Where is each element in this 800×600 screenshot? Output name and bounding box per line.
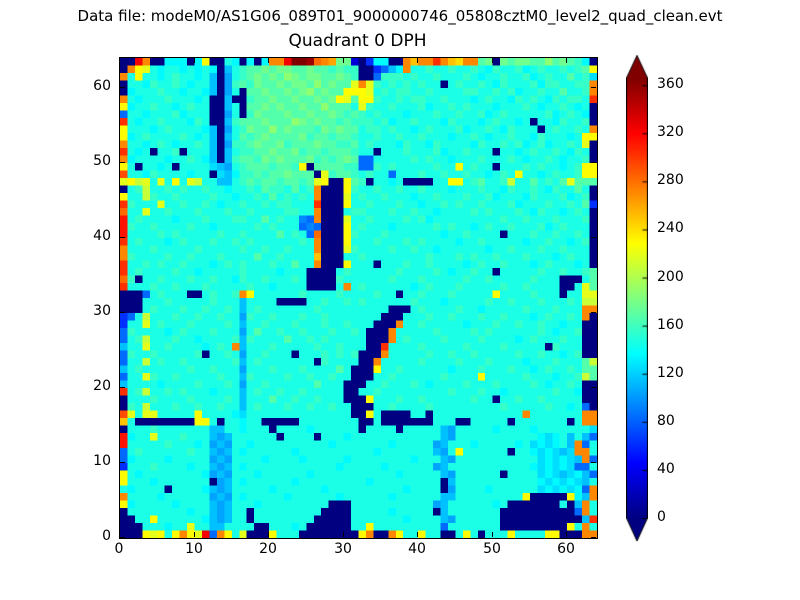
colorbar-tick-label: 80	[657, 412, 675, 429]
x-tick-label: 30	[334, 541, 352, 557]
y-tick-mark	[591, 537, 596, 538]
y-tick-mark	[591, 237, 596, 238]
colorbar-tick-label: 200	[657, 268, 684, 285]
x-tick-label: 10	[185, 541, 203, 557]
data-file-label: Data file: modeM0/AS1G06_089T01_90000007…	[77, 7, 723, 25]
heatmap-canvas	[120, 58, 597, 538]
x-tick-mark	[268, 58, 269, 63]
colorbar-tick-label: 320	[657, 124, 684, 141]
colorbar-tick-label: 0	[657, 509, 666, 525]
y-tick-mark	[120, 537, 125, 538]
x-tick-label: 40	[408, 541, 426, 557]
colorbar-tick-label: 120	[657, 364, 684, 381]
colorbar	[626, 55, 648, 545]
colorbar-tick-label: 160	[657, 316, 684, 333]
y-tick-mark	[591, 312, 596, 313]
x-tick-mark	[492, 532, 493, 537]
colorbar-tick-label: 280	[657, 172, 684, 189]
plot-area	[119, 57, 598, 539]
y-tick-label: 30	[93, 303, 111, 319]
y-tick-label: 50	[93, 153, 111, 169]
x-tick-mark	[492, 58, 493, 63]
y-tick-mark	[120, 462, 125, 463]
x-tick-mark	[343, 532, 344, 537]
plot-title: Quadrant 0 DPH	[288, 31, 427, 51]
y-tick-mark	[591, 162, 596, 163]
y-tick-label: 20	[93, 378, 111, 394]
x-tick-mark	[417, 532, 418, 537]
colorbar-tick-label: 240	[657, 220, 684, 237]
y-tick-label: 40	[93, 228, 111, 244]
y-tick-mark	[591, 87, 596, 88]
y-tick-mark	[120, 387, 125, 388]
x-tick-mark	[119, 532, 120, 537]
x-tick-mark	[268, 532, 269, 537]
y-tick-label: 0	[102, 528, 111, 544]
y-tick-mark	[120, 237, 125, 238]
y-tick-mark	[591, 387, 596, 388]
x-tick-mark	[566, 532, 567, 537]
x-tick-label: 0	[114, 541, 124, 557]
x-tick-mark	[119, 58, 120, 63]
x-tick-mark	[343, 58, 344, 63]
x-tick-mark	[194, 58, 195, 63]
y-tick-mark	[120, 162, 125, 163]
x-tick-label: 60	[557, 541, 575, 557]
x-tick-mark	[194, 532, 195, 537]
x-tick-label: 50	[483, 541, 501, 557]
colorbar-tick-label: 40	[657, 460, 675, 477]
x-tick-mark	[566, 58, 567, 63]
y-tick-mark	[120, 87, 125, 88]
y-tick-label: 10	[93, 453, 111, 469]
x-tick-mark	[417, 58, 418, 63]
y-tick-mark	[591, 462, 596, 463]
colorbar-tick-label: 360	[657, 76, 684, 93]
y-tick-mark	[120, 312, 125, 313]
y-tick-label: 60	[93, 78, 111, 94]
x-tick-label: 20	[259, 541, 277, 557]
